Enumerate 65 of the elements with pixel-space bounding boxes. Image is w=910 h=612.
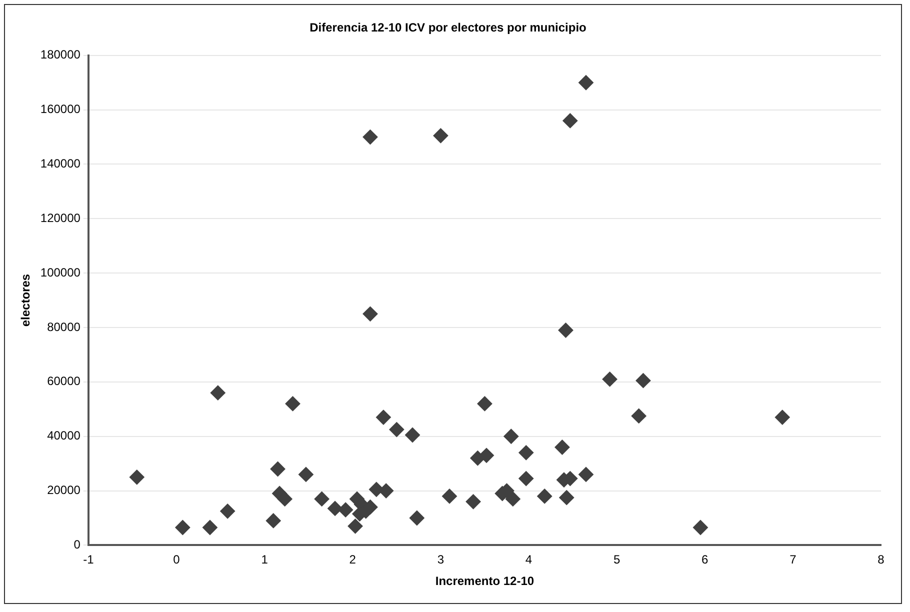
point: [409, 510, 424, 526]
y-tick-label: 140000: [40, 156, 81, 171]
point: [285, 396, 300, 412]
x-tick-label: 1: [261, 552, 268, 567]
point: [537, 488, 552, 504]
point: [202, 520, 218, 536]
chart-title: Diferencia 12-10 ICV por electores por municipio: [310, 20, 586, 35]
y-axis-title: electores: [18, 274, 33, 327]
point: [298, 466, 314, 482]
point: [314, 491, 330, 506]
point: [554, 440, 570, 455]
point: [129, 470, 144, 485]
point: [220, 504, 236, 519]
point: [578, 75, 594, 90]
y-tick-label: 160000: [40, 102, 81, 116]
point: [376, 410, 391, 425]
x-tick-label: 2: [349, 552, 356, 567]
point: [328, 500, 343, 516]
point: [362, 130, 378, 145]
point: [442, 488, 457, 504]
x-tick-label: 6: [702, 552, 709, 567]
y-tick-label: 180000: [40, 48, 81, 62]
y-tick-label: 120000: [40, 210, 81, 225]
x-tick-label: 4: [525, 552, 532, 567]
y-tick-label: 40000: [47, 428, 81, 443]
point: [636, 373, 651, 388]
y-tick-label: 0: [74, 538, 81, 552]
point: [389, 422, 404, 438]
point: [631, 408, 646, 424]
point: [266, 513, 281, 528]
x-tick-label: 8: [878, 552, 885, 567]
y-tick-label: 100000: [40, 265, 81, 280]
x-tick-label: -1: [83, 552, 94, 567]
point: [210, 385, 226, 400]
x-axis-title: Incremento 12-10: [435, 574, 534, 588]
point: [405, 427, 420, 442]
point: [692, 520, 708, 536]
point: [559, 490, 574, 506]
point: [433, 128, 448, 144]
point: [602, 372, 618, 387]
y-tick-label: 60000: [47, 374, 81, 388]
point: [466, 494, 481, 510]
point: [478, 448, 494, 463]
point: [277, 491, 292, 506]
point: [578, 466, 594, 482]
point: [477, 396, 492, 412]
x-tick-label: 7: [790, 552, 797, 567]
x-tick-label: 3: [437, 552, 444, 567]
x-tick-label: 0: [173, 552, 180, 567]
point: [338, 502, 354, 518]
point: [505, 491, 520, 506]
y-tick-label: 20000: [47, 483, 81, 498]
point: [378, 483, 394, 498]
point: [270, 462, 286, 477]
point: [562, 113, 578, 128]
y-tick-label: 80000: [47, 320, 81, 334]
point: [774, 410, 790, 425]
point: [348, 518, 363, 534]
point: [518, 471, 534, 486]
point: [362, 306, 378, 322]
point: [558, 322, 574, 338]
point: [518, 445, 534, 460]
point: [504, 428, 519, 444]
x-tick-label: 5: [613, 552, 620, 567]
point: [175, 520, 190, 536]
